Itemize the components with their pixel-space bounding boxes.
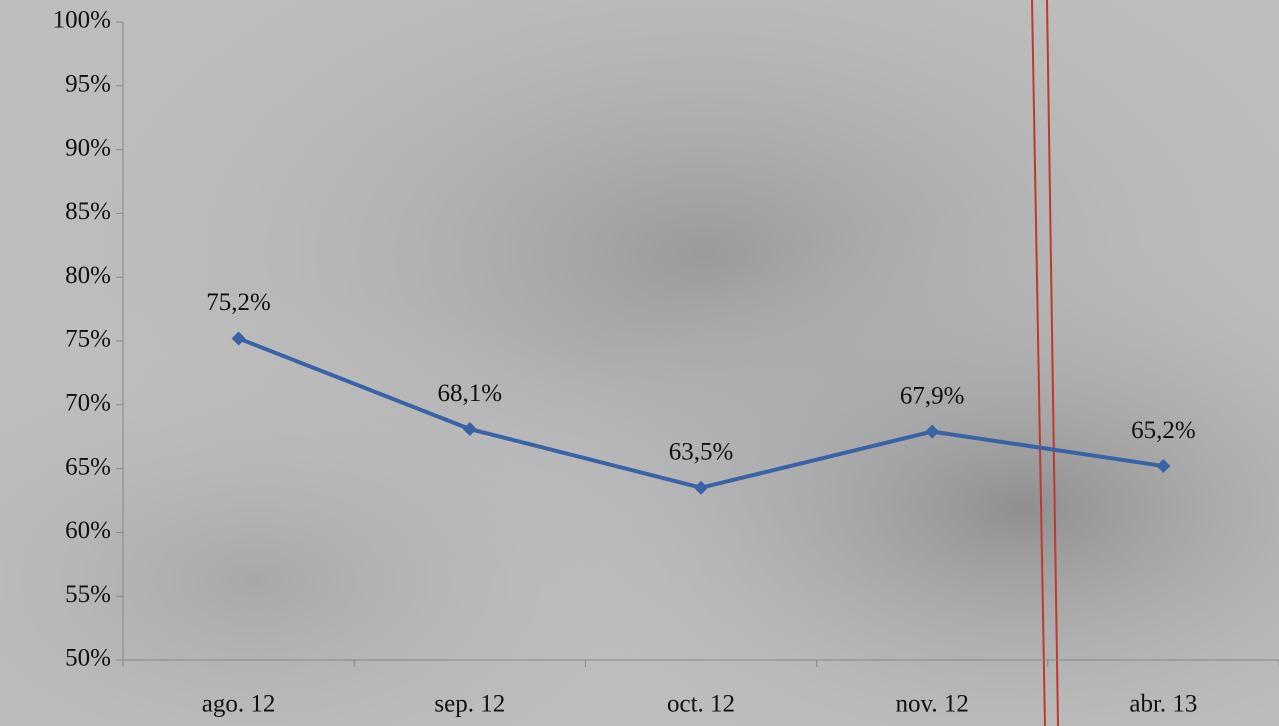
y-tick-label: 50%	[65, 645, 111, 672]
y-tick-label: 85%	[65, 198, 111, 225]
point	[231, 331, 246, 346]
data-label: 75,2%	[206, 289, 271, 316]
data-label: 68,1%	[438, 380, 503, 407]
x-tick-label: ago. 12	[202, 691, 276, 718]
x-tick-label: nov. 12	[896, 691, 969, 718]
red-line	[1046, 0, 1059, 726]
y-tick-label: 80%	[65, 262, 111, 289]
y-tick-label: 65%	[65, 453, 111, 480]
data-label: 65,2%	[1131, 417, 1196, 444]
y-tick-label: 95%	[65, 71, 111, 98]
point	[694, 480, 708, 495]
y-tick-label: 60%	[65, 517, 111, 544]
y-tick-label: 70%	[65, 390, 111, 417]
x-tick-label: sep. 12	[434, 691, 505, 718]
point	[925, 424, 940, 439]
data-label: 63,5%	[669, 438, 734, 465]
point	[462, 422, 477, 437]
y-tick-label: 100%	[53, 7, 111, 34]
y-tick-label: 90%	[65, 134, 111, 161]
data-label: 67,9%	[900, 382, 965, 409]
x-tick-label: abr. 13	[1129, 691, 1197, 718]
x-tick-label: oct. 12	[667, 691, 735, 718]
y-tick-label: 75%	[65, 326, 111, 353]
plot: 50% 55% 60% 65% 70% 75% 80% 85% 90% 95% 100% ago. 1…	[53, 7, 1279, 718]
red-line	[1031, 0, 1046, 726]
y-tick-label: 55%	[65, 581, 111, 608]
point	[1156, 459, 1171, 474]
